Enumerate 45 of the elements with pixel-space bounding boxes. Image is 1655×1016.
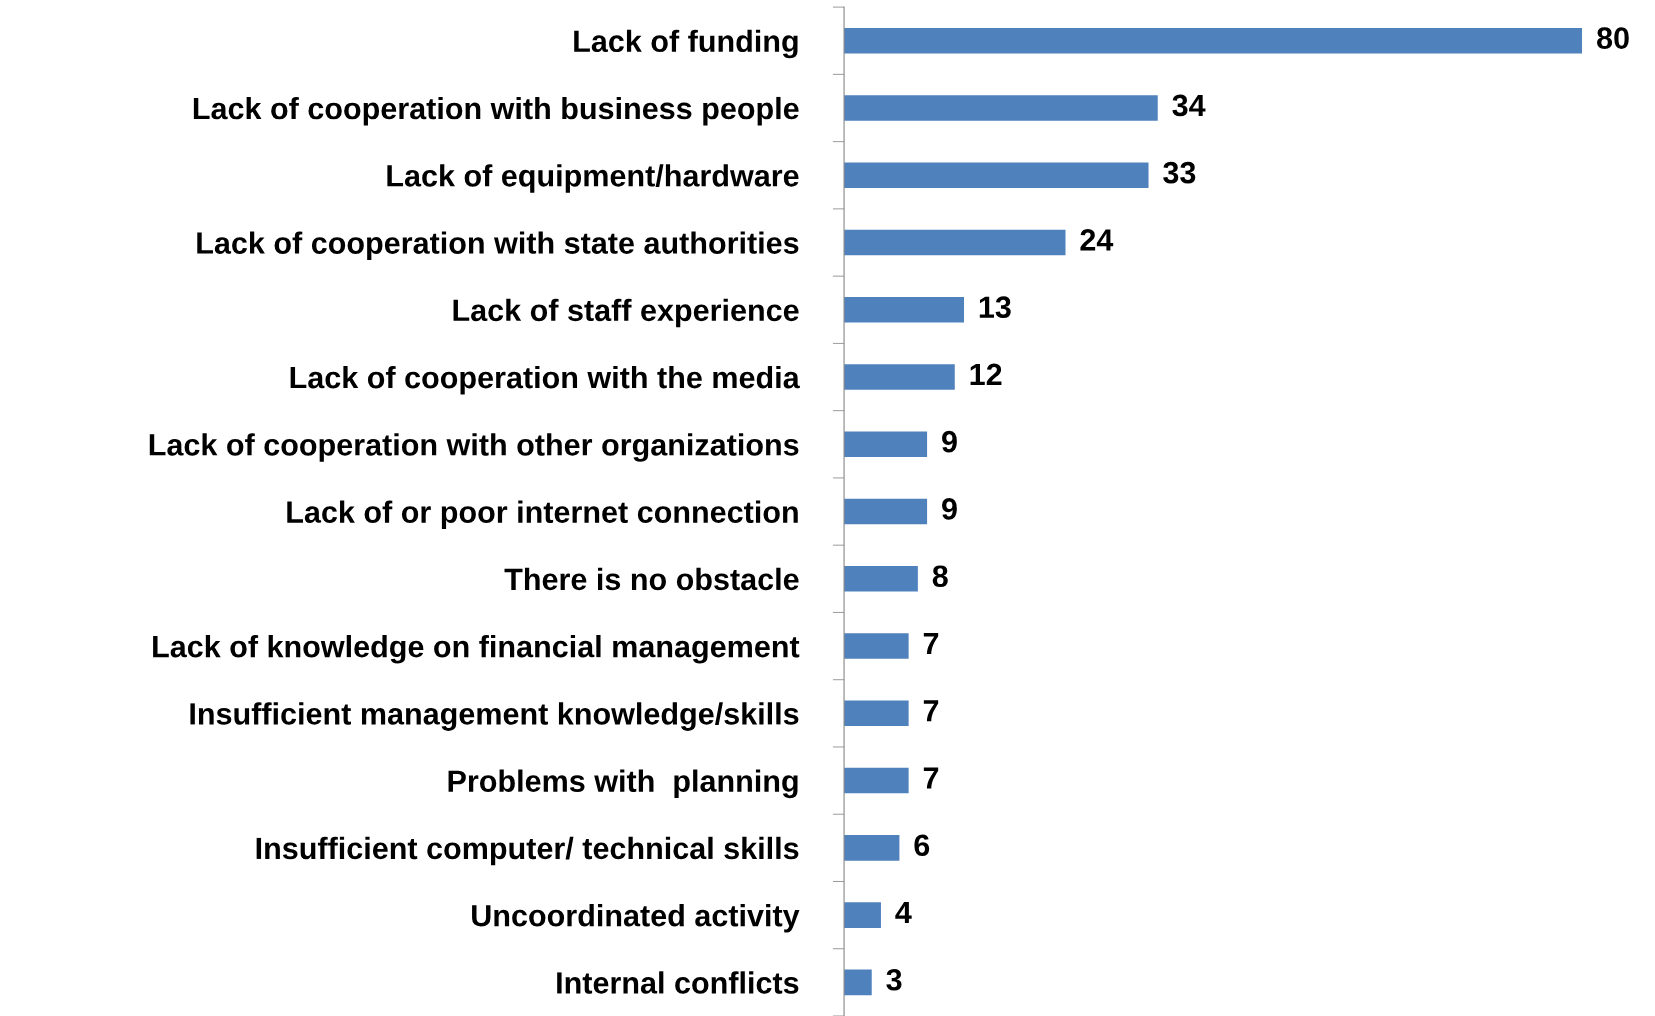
bar: [844, 297, 964, 323]
y-tick-label: Insufficient computer/ technical skills: [256, 836, 799, 866]
y-tick-label: Lack of knowledge on financial management: [153, 635, 800, 664]
data-label: 7: [923, 767, 939, 789]
data-label: 7: [923, 632, 939, 654]
bar: [844, 162, 1149, 189]
data-label: 6: [914, 834, 930, 857]
data-label: 8: [932, 565, 948, 588]
y-tick-label: Insufficient management knowledge/skills: [190, 702, 799, 731]
data-label: 9: [942, 498, 957, 520]
y-tick-label: Lack of cooperation with other organizations: [149, 433, 799, 462]
y-tick-label: Problems with planning: [448, 769, 798, 799]
bar: [844, 229, 1066, 256]
bar: [844, 364, 955, 390]
y-tick-label: Lack of cooperation with state authorities: [197, 231, 799, 260]
y-tick-label: Lack of cooperation with the media: [290, 365, 800, 395]
y-tick-label: Lack of staff experience: [453, 298, 799, 328]
bar: [844, 633, 909, 659]
bar: [844, 498, 928, 525]
data-label: 4: [895, 901, 912, 924]
bar: [844, 431, 928, 458]
y-tick-label: Internal conflicts: [557, 971, 799, 994]
data-label: 80: [1597, 27, 1629, 49]
bar: [844, 902, 881, 928]
bar: [844, 969, 872, 996]
data-label: 33: [1163, 161, 1196, 184]
data-label: 3: [886, 968, 902, 991]
data-label: 12: [970, 363, 1002, 385]
data-label: 24: [1080, 229, 1114, 251]
y-tick-label: Lack of cooperation with business people: [193, 96, 799, 126]
bar: [844, 700, 909, 727]
data-label: 9: [942, 430, 957, 453]
y-tick-label: There is no obstacle: [504, 567, 799, 591]
y-tick-label: Lack of equipment/hardware: [387, 164, 799, 193]
y-tick-label: Uncoordinated activity: [472, 904, 800, 933]
bar: [844, 95, 1158, 121]
y-tick-label: Lack of or poor internet connection: [287, 500, 798, 529]
data-label: 7: [923, 700, 939, 722]
bar: [844, 767, 909, 794]
bar: [844, 27, 1583, 54]
data-label: 34: [1172, 94, 1206, 117]
y-tick-label: Lack of funding: [574, 29, 798, 59]
data-label: 13: [979, 296, 1011, 319]
bar: [844, 566, 918, 592]
bar: [844, 835, 900, 861]
